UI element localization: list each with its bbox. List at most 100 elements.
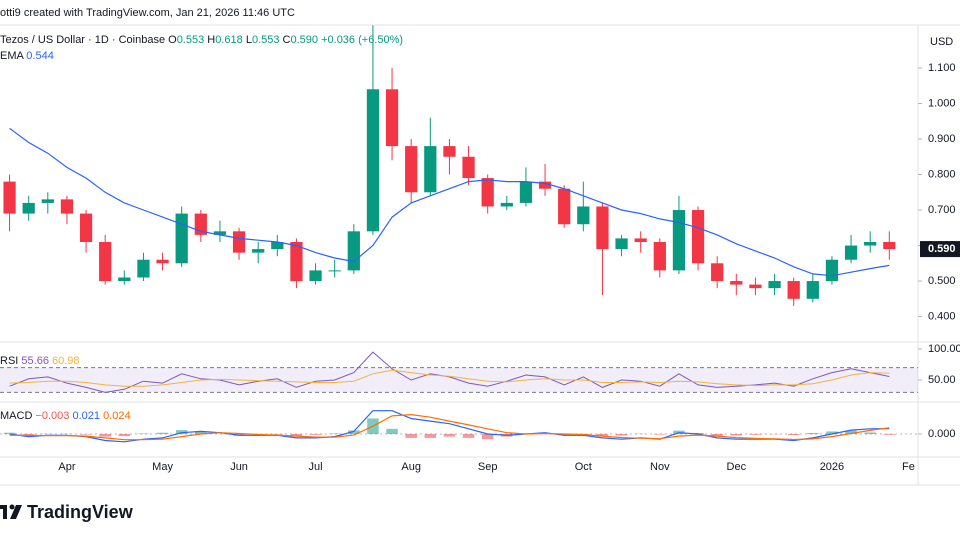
candle-body <box>309 270 322 282</box>
histogram-bar <box>348 430 360 435</box>
histogram-bar <box>195 431 207 435</box>
brand: TradingView <box>27 502 134 522</box>
x-tick-label: Jul <box>309 461 323 473</box>
macd-line <box>9 413 890 441</box>
x-tick-label: Oct <box>575 461 592 473</box>
candle-body <box>825 259 839 282</box>
histogram-value: −0.003 <box>35 410 69 422</box>
candle-body <box>883 241 896 250</box>
candle-body <box>405 146 418 193</box>
ohlc-value: 0.553 <box>252 34 280 46</box>
candle-body <box>366 89 380 232</box>
candle-body <box>691 210 705 264</box>
rsi-line <box>9 351 890 393</box>
candle-body <box>519 181 533 203</box>
candle-body <box>596 206 609 250</box>
candle-body <box>558 188 571 225</box>
histogram-bar <box>826 431 838 435</box>
symbol-title: Tezos / US Dollar · 1D · Coinbase <box>0 34 165 46</box>
candle-body <box>577 206 590 225</box>
y-tick-label: 50.00 <box>928 374 956 386</box>
histogram-bar <box>424 434 437 438</box>
y-tick-label: 0.400 <box>928 310 956 322</box>
y-tick-label: 0.800 <box>928 168 956 180</box>
histogram-bar <box>845 430 857 435</box>
candle-body <box>41 199 54 203</box>
y-tick-label: 0.000 <box>928 428 956 440</box>
candle-body <box>385 89 399 147</box>
candle-body <box>711 263 724 282</box>
histogram-bar <box>118 434 131 437</box>
histogram-bar <box>749 434 762 435</box>
x-tick-label: Sep <box>478 461 498 473</box>
candle-body <box>252 249 265 253</box>
indicator-value: 0.544 <box>26 50 54 62</box>
x-tick-label: 2026 <box>820 461 844 473</box>
ohlc-value: 0.618 <box>215 34 243 46</box>
last-price-label: 0.590 <box>928 243 956 255</box>
legend: EMA 0.544 <box>0 50 54 62</box>
logo-part <box>9 504 15 510</box>
histogram-bar <box>175 430 188 435</box>
histogram-bar <box>156 432 169 435</box>
histogram-bar <box>309 434 322 435</box>
indicator-value: 0.024 <box>103 410 131 422</box>
histogram-bar <box>481 434 494 440</box>
ohlc-label: H <box>207 34 215 46</box>
histogram-bar <box>807 432 819 435</box>
candle-body <box>347 231 360 271</box>
histogram-bar <box>787 434 800 436</box>
x-tick-label: May <box>152 461 173 473</box>
histogram-bar <box>3 432 16 435</box>
histogram-bar <box>883 434 896 435</box>
indicator-value: 0.021 <box>72 410 100 422</box>
indicator-name: MACD <box>0 410 32 422</box>
y-tick-label: 0.900 <box>928 133 956 145</box>
ohlc-label: L <box>246 34 252 46</box>
ema-line <box>9 127 890 277</box>
histogram-bar <box>290 434 303 436</box>
histogram-bar <box>386 428 398 435</box>
histogram-bar <box>558 434 570 436</box>
candle-body <box>844 245 858 260</box>
ohlc-label: O <box>168 34 177 46</box>
candle-body <box>500 202 513 207</box>
candle-body <box>79 213 93 242</box>
candle-body <box>232 231 246 253</box>
candle-body <box>213 231 227 235</box>
histogram-bar <box>99 434 111 437</box>
candle-body <box>462 156 475 179</box>
histogram-bar <box>462 434 475 438</box>
indicator-value: 60.98 <box>52 355 80 367</box>
candle-body <box>290 241 303 282</box>
candle-body <box>538 181 552 189</box>
candle-body <box>730 281 743 285</box>
candle-body <box>749 284 762 289</box>
ohlc-value: 0.590 <box>291 34 319 46</box>
candle-body <box>3 181 16 214</box>
indicator-name: EMA <box>0 50 25 62</box>
x-tick-label: Fe <box>902 461 915 473</box>
candle-body <box>481 178 494 207</box>
legend: MACD −0.003 0.021 0.024 <box>0 410 131 422</box>
header: otti9 created with TradingView.com, Jan … <box>0 7 295 19</box>
candle-body <box>615 238 628 250</box>
axis-unit: USD <box>930 36 953 48</box>
histogram-bar <box>711 434 723 436</box>
histogram-bar <box>615 434 628 436</box>
y-tick-label: 1.100 <box>928 62 956 74</box>
legend: Tezos / US Dollar · 1D · Coinbase O0.553… <box>0 34 403 46</box>
ohlc-label: C <box>283 34 291 46</box>
x-tick-label: Apr <box>58 461 75 473</box>
histogram-bar <box>596 434 609 436</box>
candle-body <box>768 281 781 289</box>
candle-body <box>271 241 284 250</box>
candle-body <box>424 146 437 193</box>
ohlc-value: 0.553 <box>177 34 205 46</box>
candle-body <box>328 270 341 272</box>
candle-body <box>443 146 456 157</box>
change: +0.036 (+6.50%) <box>321 34 403 46</box>
candle-body <box>22 202 35 214</box>
